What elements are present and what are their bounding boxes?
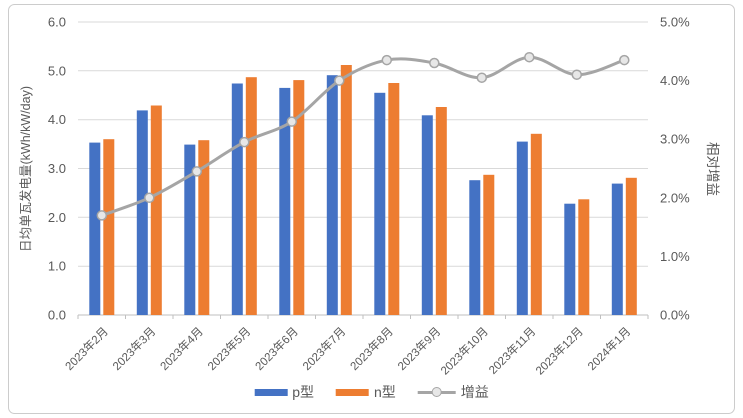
legend-item-gain: 增益 — [417, 382, 489, 402]
right-axis-tick-label: 1.0% — [660, 249, 690, 264]
gain-marker — [191, 166, 203, 177]
n-type-bar — [245, 77, 257, 315]
n-type-bar — [340, 65, 352, 315]
gain-marker — [429, 57, 440, 69]
n-series-swatch-icon — [336, 388, 369, 396]
n-type-bar — [625, 177, 637, 315]
legend-item-n-type: n型 — [336, 382, 396, 402]
chart-legend: p型 n型 增益 — [254, 382, 489, 402]
gain-marker — [524, 51, 535, 63]
legend-item-p-type: p型 — [254, 382, 314, 402]
left-axis-title: 日均单瓦发电量(kWh/kW/day) — [18, 86, 33, 252]
right-axis-tick-label: 2.0% — [660, 190, 690, 205]
left-axis-tick-label: 4.0 — [48, 112, 66, 127]
gain-marker — [476, 72, 488, 83]
right-axis-tick-label: 3.0% — [660, 132, 690, 147]
p-type-bar — [611, 183, 623, 315]
gain-marker — [381, 54, 393, 66]
n-type-bar — [388, 83, 400, 315]
p-type-bar — [89, 142, 101, 315]
n-type-bar — [150, 105, 162, 315]
gain-marker — [144, 192, 155, 204]
p-type-bar — [421, 115, 433, 315]
legend-label-p-type: p型 — [292, 384, 314, 400]
gain-marker — [239, 136, 250, 148]
n-type-bar — [103, 139, 115, 315]
gain-marker — [286, 116, 298, 127]
left-axis-tick-label: 1.0 — [48, 259, 66, 274]
p-series-swatch-icon — [254, 388, 288, 396]
n-type-bar — [198, 140, 210, 315]
n-type-bar — [530, 133, 542, 315]
gain-marker — [571, 69, 583, 80]
right-axis-tick-label: 4.0% — [660, 73, 690, 88]
left-axis-tick-label: 5.0 — [48, 63, 66, 78]
left-axis-tick-label: 2.0 — [48, 210, 66, 225]
p-type-bar — [326, 75, 338, 315]
gain-marker — [334, 75, 345, 86]
right-axis-tick-label: 0.0% — [660, 308, 690, 323]
n-type-bar — [293, 80, 305, 315]
n-type-bar — [578, 199, 590, 315]
p-type-bar — [136, 110, 148, 316]
legend-label-n-type: n型 — [374, 384, 396, 400]
p-type-bar — [279, 87, 291, 316]
p-type-bar — [516, 141, 528, 315]
gain-dot-icon — [431, 387, 442, 397]
p-type-bar — [564, 203, 576, 315]
gain-line-marker-icon — [417, 386, 456, 398]
legend-label-gain: 增益 — [460, 384, 489, 400]
right-axis-tick-label: 5.0% — [660, 15, 690, 30]
right-axis-title: 相对增益 — [705, 142, 720, 196]
n-type-bar — [435, 107, 447, 315]
n-type-bar — [483, 174, 495, 315]
p-type-bar — [374, 92, 386, 315]
left-axis-tick-label: 3.0 — [48, 161, 66, 176]
gain-marker — [619, 54, 630, 66]
left-axis-tick-label: 6.0 — [48, 15, 66, 30]
p-type-bar — [469, 180, 481, 315]
gain-marker — [96, 210, 108, 221]
p-type-bar — [231, 83, 243, 315]
left-axis-tick-label: 0.0 — [48, 308, 66, 323]
p-type-bar — [184, 144, 196, 315]
